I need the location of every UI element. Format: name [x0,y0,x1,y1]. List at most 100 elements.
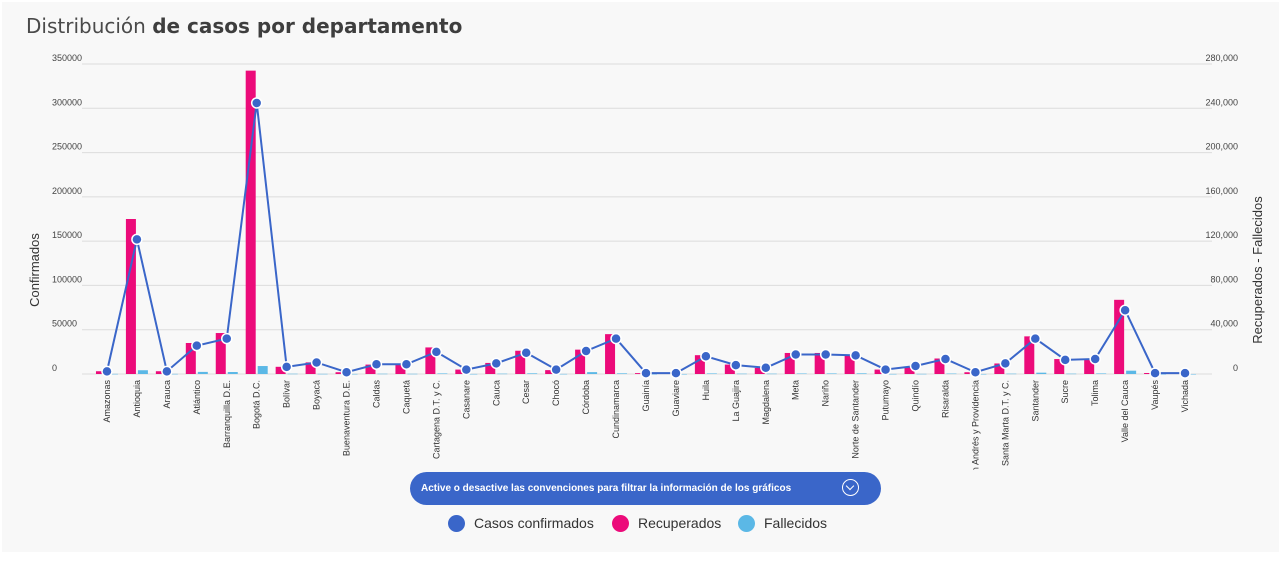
bar-deceased[interactable] [437,373,448,374]
point-confirmed[interactable] [250,97,263,109]
point-confirmed[interactable] [191,339,203,352]
point-confirmed[interactable] [280,361,293,373]
bar-recovered[interactable] [605,334,616,374]
bar-deceased[interactable] [107,373,118,375]
chevron-down-icon[interactable] [842,479,859,496]
bar-deceased[interactable] [1066,373,1077,375]
point-confirmed[interactable] [1149,367,1161,379]
point-confirmed[interactable] [370,358,383,371]
point-confirmed[interactable] [430,346,443,358]
bar-recovered[interactable] [814,352,825,374]
point-confirmed[interactable] [1179,367,1191,379]
point-confirmed[interactable] [1029,332,1042,345]
point-confirmed[interactable] [999,357,1012,370]
bar-recovered[interactable] [95,371,106,374]
point-confirmed[interactable] [610,332,622,345]
point-confirmed[interactable] [670,367,682,379]
point-confirmed[interactable] [819,348,832,361]
point-confirmed[interactable] [730,359,742,371]
point-confirmed[interactable] [340,366,353,378]
bar-recovered[interactable] [275,366,286,374]
bar-recovered[interactable] [1084,359,1095,374]
bar-deceased[interactable] [497,373,508,375]
point-confirmed[interactable] [700,350,712,363]
bar-deceased[interactable] [407,373,418,375]
point-confirmed[interactable] [1089,353,1101,365]
bar-deceased[interactable] [317,373,328,375]
point-confirmed[interactable] [161,365,173,378]
bar-recovered[interactable] [245,70,256,375]
bar-deceased[interactable] [1036,372,1047,374]
bar-deceased[interactable] [856,373,867,374]
point-confirmed[interactable] [789,348,802,361]
bar-recovered[interactable] [455,369,466,374]
bar-deceased[interactable] [826,373,837,374]
bar-recovered[interactable] [784,352,795,374]
point-confirmed[interactable] [879,363,892,376]
point-confirmed[interactable] [1059,354,1071,366]
bar-recovered[interactable] [125,219,136,374]
bar-deceased[interactable] [1006,373,1017,375]
bar-deceased[interactable] [137,370,148,374]
bar-deceased[interactable] [1096,373,1107,374]
bar-deceased[interactable] [287,373,298,375]
bar-deceased[interactable] [257,366,268,374]
bar-deceased[interactable] [197,371,208,374]
bar-deceased[interactable] [1186,373,1197,375]
point-confirmed[interactable] [400,358,413,371]
bar-recovered[interactable] [635,373,645,374]
bar-recovered[interactable] [964,372,975,374]
bar-recovered[interactable] [994,363,1005,374]
bar-deceased[interactable] [766,373,777,375]
legend-item-confirmed[interactable]: Casos confirmados [448,512,594,534]
bar-recovered[interactable] [215,333,226,374]
bar-deceased[interactable] [1126,370,1137,374]
bar-deceased[interactable] [227,372,238,374]
bar-recovered[interactable] [1114,299,1125,374]
point-confirmed[interactable] [490,357,503,370]
legend-item-recovered[interactable]: Recuperados [612,512,721,534]
bar-recovered[interactable] [545,370,556,374]
bar-deceased[interactable] [706,373,717,374]
bar-deceased[interactable] [676,373,687,375]
bar-deceased[interactable] [796,373,807,375]
point-confirmed[interactable] [969,366,982,378]
bar-deceased[interactable] [647,373,657,375]
bar-recovered[interactable] [694,355,705,374]
point-confirmed[interactable] [580,345,592,357]
bar-deceased[interactable] [916,373,927,375]
bar-recovered[interactable] [185,343,196,374]
bar-deceased[interactable] [976,373,987,375]
bar-deceased[interactable] [377,373,388,375]
point-confirmed[interactable] [909,360,922,372]
bar-deceased[interactable] [167,373,178,375]
bar-deceased[interactable] [557,373,568,375]
bar-recovered[interactable] [724,364,735,374]
bar-recovered[interactable] [365,364,376,374]
bar-deceased[interactable] [946,373,957,375]
bar-deceased[interactable] [736,373,747,375]
legend-item-deceased[interactable]: Fallecidos [738,512,827,534]
bar-recovered[interactable] [335,372,346,374]
bar-recovered[interactable] [395,364,406,374]
point-confirmed[interactable] [131,233,143,246]
bar-recovered[interactable] [874,369,885,374]
filter-banner[interactable]: Active o desactive las convenciones para… [410,472,881,505]
bar-deceased[interactable] [1156,373,1167,375]
bar-recovered[interactable] [575,349,586,374]
point-confirmed[interactable] [760,362,772,374]
point-confirmed[interactable] [849,349,862,362]
bar-recovered[interactable] [485,362,496,374]
point-confirmed[interactable] [640,367,652,379]
bar-deceased[interactable] [886,373,897,375]
bar-recovered[interactable] [904,367,915,374]
bar-recovered[interactable] [844,354,855,374]
bar-recovered[interactable] [515,350,526,374]
bar-deceased[interactable] [527,373,538,374]
bar-recovered[interactable] [1144,373,1155,374]
point-confirmed[interactable] [101,365,113,378]
point-confirmed[interactable] [550,363,562,376]
bar-recovered[interactable] [934,358,945,375]
bar-recovered[interactable] [425,347,436,374]
point-confirmed[interactable] [939,353,952,365]
